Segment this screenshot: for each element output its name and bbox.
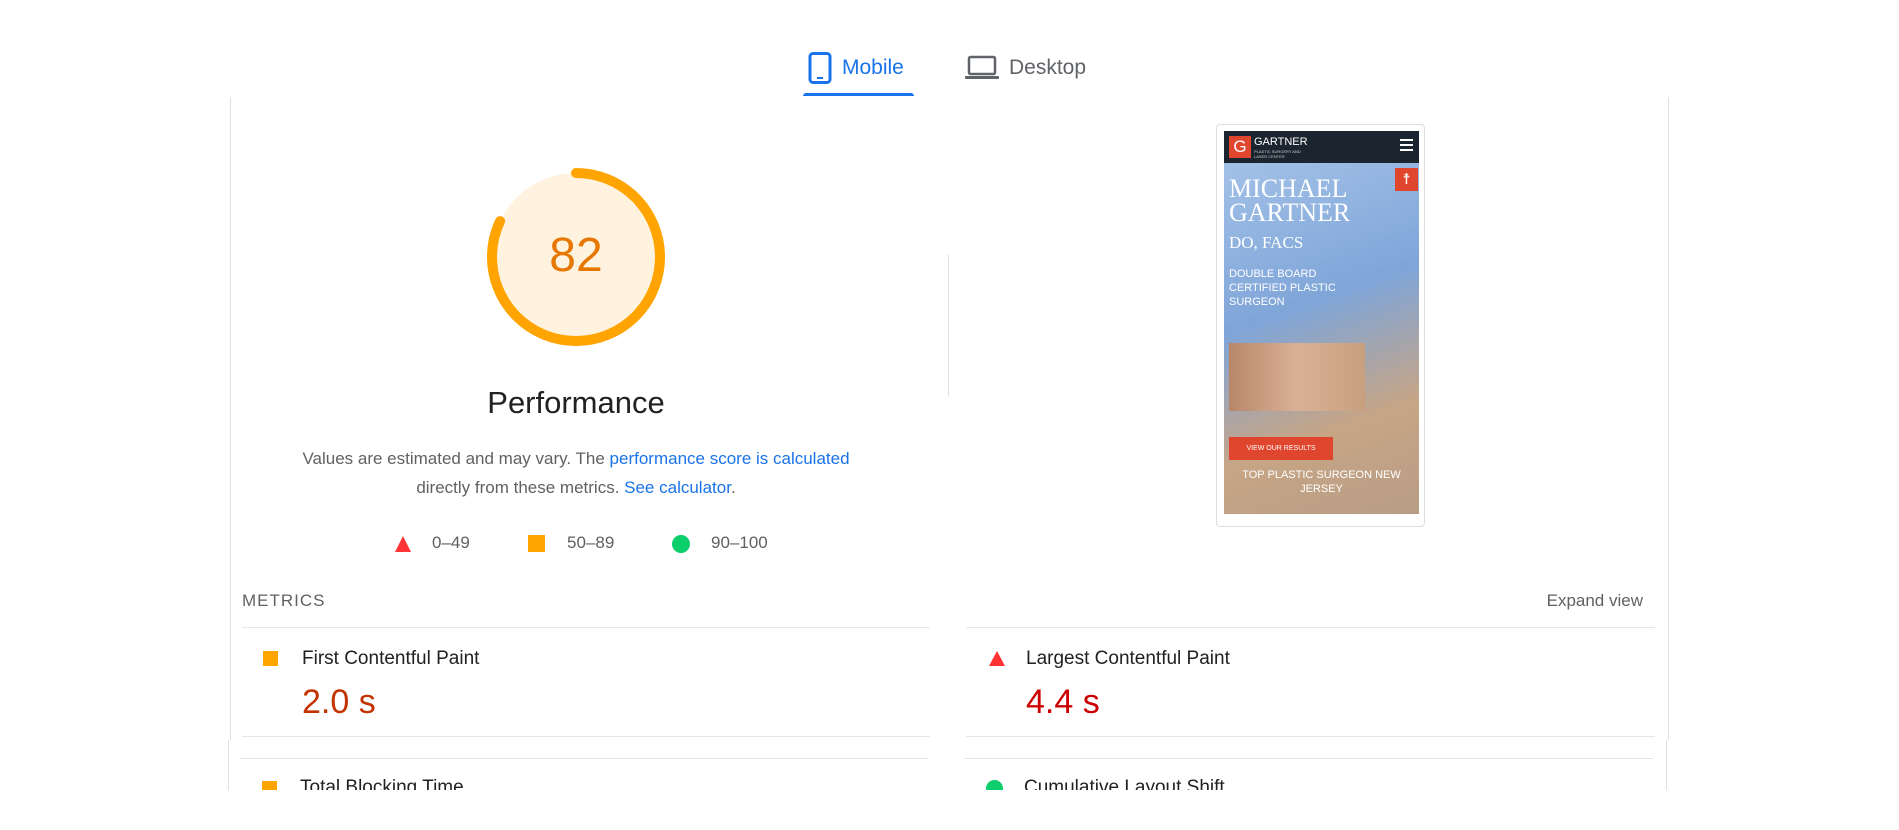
divider: [242, 736, 930, 737]
metric-label: Total Blocking Time: [300, 777, 464, 790]
square-icon: [528, 535, 545, 552]
gauge-background: [492, 173, 660, 341]
site-header: G GARTNER PLASTIC SURGERY AND LASER CENT…: [1224, 131, 1419, 163]
legend-pass-range: 90–100: [711, 533, 768, 552]
tab-mobile[interactable]: Mobile: [808, 40, 904, 96]
site-brand: GARTNER: [1254, 136, 1308, 148]
site-creds: DO, FACS: [1229, 233, 1304, 252]
accessibility-icon: ☨: [1395, 168, 1418, 191]
circle-icon: [986, 780, 1003, 790]
panel-border-right: [1668, 97, 1669, 740]
name-line: GARTNER: [1229, 198, 1351, 227]
legend-average-range: 50–89: [567, 533, 615, 552]
circle-icon: [672, 535, 690, 553]
tab-desktop[interactable]: Desktop: [965, 40, 1086, 96]
site-brand-sub: PLASTIC SURGERY AND LASER CENTER: [1254, 149, 1301, 159]
metrics-heading: METRICS: [242, 591, 326, 610]
divider: [948, 254, 949, 396]
gauge-arc: [487, 168, 665, 346]
score-description: Values are estimated and may vary. The p…: [250, 444, 902, 502]
divider: [966, 736, 1655, 737]
desc-text: Values are estimated and may vary. The: [302, 449, 610, 468]
expand-view-button[interactable]: Expand view: [1546, 591, 1643, 610]
screenshot-image: G GARTNER PLASTIC SURGERY AND LASER CENT…: [1224, 131, 1419, 514]
desc-text: .: [730, 478, 736, 497]
triangle-icon: [989, 651, 1005, 666]
desc-text: directly from these metrics.: [416, 478, 625, 497]
score-value: 82: [549, 229, 602, 282]
site-name: MICHAEL GARTNER: [1229, 174, 1351, 227]
triangle-icon: [395, 536, 411, 552]
divider: [964, 758, 1653, 759]
metric-value: 2.0 s: [302, 683, 376, 721]
panel-border-left: [230, 97, 231, 740]
panel-border-left: [228, 740, 229, 790]
site-cta: VIEW OUR RESULTS: [1229, 437, 1333, 460]
site-tagline: DOUBLE BOARD CERTIFIED PLASTIC SURGEON: [1229, 268, 1336, 308]
laptop-icon: [965, 55, 999, 79]
phone-icon: [808, 52, 832, 84]
tab-label: Mobile: [842, 56, 904, 79]
score-calculation-link[interactable]: performance score is calculated: [609, 449, 850, 468]
divider: [242, 627, 930, 628]
divider: [240, 758, 928, 759]
page-screenshot: G GARTNER PLASTIC SURGERY AND LASER CENT…: [1216, 124, 1425, 527]
metric-label: Cumulative Layout Shift: [1024, 777, 1225, 790]
gauge-title: Performance: [487, 385, 665, 420]
divider: [966, 627, 1655, 628]
square-icon: [263, 651, 278, 666]
metric-label: Largest Contentful Paint: [1026, 648, 1230, 669]
site-logo: G: [1229, 136, 1251, 158]
metric-label: First Contentful Paint: [302, 648, 480, 669]
menu-icon: [1400, 139, 1413, 151]
performance-gauge: 82: [487, 168, 665, 346]
active-tab-indicator: [803, 93, 914, 96]
site-footer-text: TOP PLASTIC SURGEON NEW JERSEY: [1242, 469, 1401, 495]
panel-border-right: [1666, 740, 1667, 790]
before-after-photo: [1229, 343, 1365, 411]
metric-value: 4.4 s: [1026, 683, 1100, 721]
tab-label: Desktop: [1009, 56, 1087, 79]
legend-fail-range: 0–49: [432, 533, 470, 552]
see-calculator-link[interactable]: See calculator: [624, 478, 731, 497]
square-icon: [262, 781, 277, 790]
name-line: MICHAEL: [1229, 174, 1348, 203]
